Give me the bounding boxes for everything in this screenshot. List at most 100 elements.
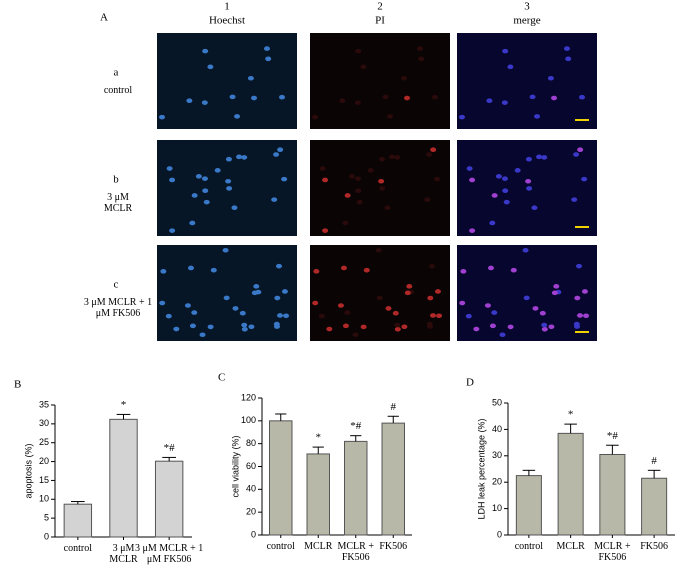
y-axis-label: apoptosis (%) — [23, 443, 33, 498]
micrograph — [310, 245, 450, 341]
cell — [565, 56, 572, 62]
cell — [503, 199, 510, 205]
cell — [253, 284, 260, 289]
x-tick-label: MCLR + FK506 — [594, 541, 631, 563]
cell — [434, 289, 441, 294]
cell — [491, 193, 498, 198]
cell — [191, 193, 198, 198]
panel-label: B — [14, 379, 21, 391]
cell — [400, 75, 407, 81]
cell — [340, 265, 347, 271]
y-tick-label: 30 — [492, 450, 502, 460]
cell — [355, 188, 362, 194]
cell — [426, 321, 433, 327]
bar — [109, 418, 138, 538]
cell — [534, 114, 541, 119]
cell — [241, 327, 248, 332]
cell — [430, 147, 437, 153]
x-tick-label: 3 μM MCLR + 1 μM FK506 — [135, 543, 204, 565]
x-tick-label: MCLR — [304, 541, 333, 552]
bar — [269, 420, 293, 536]
cell — [466, 166, 473, 171]
row-letter: b — [113, 174, 119, 186]
y-tick-label: 30 — [39, 418, 49, 428]
cell — [342, 220, 349, 226]
cell — [318, 313, 325, 319]
cell — [159, 114, 166, 120]
cell — [189, 220, 196, 226]
cell — [226, 186, 233, 191]
y-tick-label: 10 — [39, 494, 49, 504]
cell — [469, 228, 476, 233]
cell — [487, 265, 494, 271]
cell — [169, 177, 176, 183]
cell — [367, 168, 374, 173]
cell — [277, 313, 284, 318]
cell — [495, 174, 502, 179]
cell — [387, 114, 394, 119]
cell — [360, 324, 367, 330]
cell — [352, 332, 359, 338]
row-letter: c — [114, 279, 119, 291]
cell — [337, 303, 344, 308]
column-name: merge — [513, 15, 540, 27]
cell — [313, 269, 320, 274]
bar — [344, 440, 368, 536]
cell — [502, 48, 509, 54]
cell — [344, 193, 351, 198]
cell — [551, 95, 558, 101]
cell — [207, 324, 214, 330]
cell — [473, 326, 480, 332]
cell — [499, 332, 506, 338]
cell — [539, 310, 546, 316]
cell — [430, 313, 437, 318]
cell — [279, 94, 286, 100]
cell — [583, 313, 590, 319]
cell — [236, 154, 243, 160]
cell — [384, 205, 391, 211]
cell — [363, 267, 370, 273]
micrograph — [457, 245, 597, 341]
x-tick-label: control — [63, 543, 92, 554]
cell — [426, 152, 433, 157]
cell — [394, 322, 401, 328]
cell — [322, 177, 329, 183]
cell — [532, 306, 539, 311]
cell — [491, 310, 498, 315]
y-tick-label: 40 — [246, 484, 256, 494]
cell — [201, 100, 208, 105]
cell — [418, 56, 425, 62]
cell — [354, 100, 361, 105]
cell — [548, 324, 555, 330]
cell — [541, 327, 548, 332]
cell — [239, 310, 246, 316]
y-axis-label: cell viability (%) — [230, 435, 240, 497]
micrograph — [457, 33, 597, 129]
cell — [429, 263, 436, 269]
cell — [459, 114, 466, 120]
cell — [489, 323, 496, 329]
cell — [507, 324, 514, 330]
bar — [381, 422, 405, 536]
x-tick-label: FK506 — [640, 541, 669, 552]
cell — [312, 114, 319, 120]
y-tick-label: 25 — [39, 437, 49, 447]
y-tick-label: 15 — [39, 475, 49, 485]
cell — [159, 300, 166, 306]
cell — [389, 154, 396, 160]
row-name: 3 μM MCLR — [103, 192, 133, 214]
cell — [510, 267, 517, 273]
y-tick-label: 0 — [251, 529, 256, 539]
cell — [502, 188, 509, 194]
cell — [277, 147, 284, 153]
cell — [378, 178, 385, 184]
cell — [201, 176, 208, 181]
cell — [319, 166, 326, 171]
cell — [523, 295, 530, 301]
cell — [379, 186, 386, 191]
cell — [484, 303, 491, 308]
cell — [265, 56, 272, 62]
cell — [434, 176, 441, 182]
y-tick-label: 40 — [492, 424, 502, 434]
